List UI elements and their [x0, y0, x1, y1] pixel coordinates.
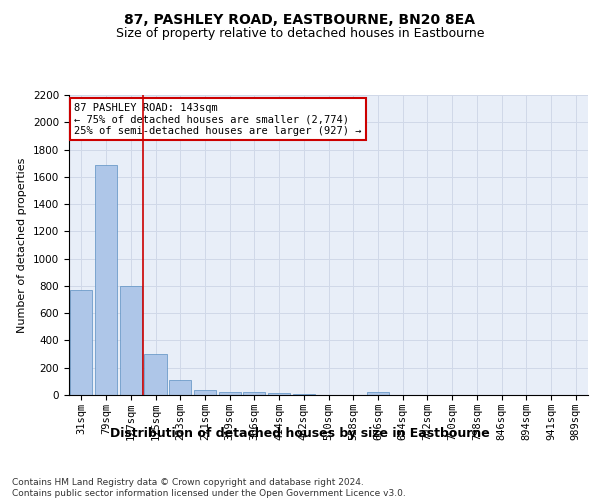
Bar	[268, 393, 290, 395]
Bar	[70, 290, 92, 395]
Text: 87, PASHLEY ROAD, EASTBOURNE, BN20 8EA: 87, PASHLEY ROAD, EASTBOURNE, BN20 8EA	[125, 12, 476, 26]
Text: Distribution of detached houses by size in Eastbourne: Distribution of detached houses by size …	[110, 428, 490, 440]
Text: Contains HM Land Registry data © Crown copyright and database right 2024.
Contai: Contains HM Land Registry data © Crown c…	[12, 478, 406, 498]
Text: 87 PASHLEY ROAD: 143sqm
← 75% of detached houses are smaller (2,774)
25% of semi: 87 PASHLEY ROAD: 143sqm ← 75% of detache…	[74, 102, 362, 136]
Bar	[169, 380, 191, 395]
Bar	[243, 392, 265, 395]
Bar	[218, 392, 241, 395]
Text: Size of property relative to detached houses in Eastbourne: Size of property relative to detached ho…	[116, 28, 484, 40]
Bar	[95, 164, 117, 395]
Bar	[293, 394, 315, 395]
Bar	[194, 390, 216, 395]
Bar	[119, 286, 142, 395]
Y-axis label: Number of detached properties: Number of detached properties	[17, 158, 28, 332]
Bar	[145, 354, 167, 395]
Bar	[367, 392, 389, 395]
